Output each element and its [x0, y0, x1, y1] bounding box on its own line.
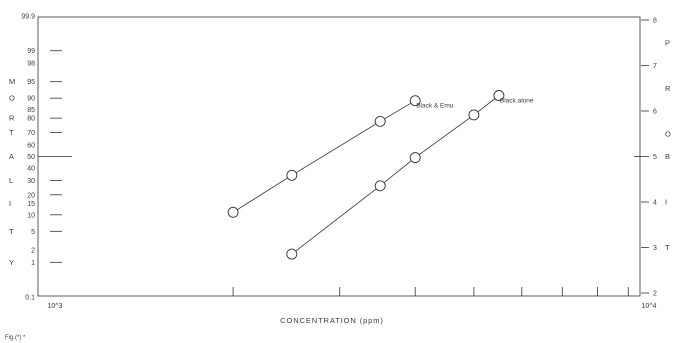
- x-axis: 10^3 10^4: [48, 287, 657, 310]
- y2-tick-label: 6: [653, 109, 657, 116]
- y-tick-label: 50: [27, 154, 35, 161]
- y-axis-label-letter: I: [9, 199, 11, 208]
- y-tick-label: 0.1: [25, 295, 35, 302]
- data-point: [286, 169, 298, 181]
- data-point: [374, 115, 386, 127]
- y2-axis-label-letter: B: [665, 152, 670, 161]
- y2-axis-label: P R O B I T: [665, 38, 671, 252]
- y-tick-label: 5: [31, 229, 35, 236]
- y-tick-label: 10: [27, 212, 35, 219]
- y2-axis-label-letter: O: [665, 129, 671, 138]
- y-tick-label: 40: [27, 166, 35, 173]
- figure-caption: Fig.(*) *: [5, 335, 26, 341]
- plot-frame: [37, 16, 641, 297]
- y-axis-label-letter: T: [9, 128, 14, 137]
- series: Black & Emu: [227, 95, 454, 218]
- y2-axis-label-letter: T: [665, 243, 670, 252]
- y-axis-label-letter: R: [9, 114, 15, 123]
- x-tick-label: 10^4: [642, 303, 657, 310]
- data-point: [409, 152, 421, 164]
- y-tick-label: 60: [27, 143, 35, 150]
- plot-series: Black & Emu Black alone: [227, 90, 534, 260]
- y-tick-label: 99.9: [21, 13, 35, 20]
- data-point: [409, 95, 421, 107]
- data-point: [286, 248, 298, 260]
- series-line: [291, 95, 500, 255]
- y2-tick-label: 5: [653, 154, 657, 161]
- y-tick-label: 15: [27, 201, 35, 208]
- series-label: Black alone: [500, 98, 534, 105]
- y2-tick-label: 3: [653, 245, 657, 252]
- y2-tick-label: 4: [653, 200, 657, 207]
- x-tick-label: 10^3: [48, 303, 63, 310]
- y2-tick-label: 8: [653, 18, 657, 25]
- y-tick-label: 98: [27, 61, 35, 68]
- y-tick-label: 20: [27, 192, 35, 199]
- y2-axis-label-letter: I: [665, 198, 667, 207]
- series: Black alone: [286, 90, 534, 260]
- y2-tick-label: 7: [653, 63, 657, 70]
- data-point: [468, 109, 480, 121]
- series-label: Black & Emu: [416, 103, 454, 110]
- y2-tick-label: 2: [653, 291, 657, 298]
- y-tick-label: 85: [27, 107, 35, 114]
- data-point: [227, 206, 239, 218]
- y-axis-label-letter: A: [9, 152, 14, 161]
- data-point: [493, 90, 505, 101]
- y-tick-label: 99: [27, 48, 35, 55]
- y2-axis-label-letter: P: [665, 38, 670, 47]
- y-tick-label: 80: [27, 116, 35, 123]
- y-tick-label: 95: [27, 79, 35, 86]
- y-tick-label: 90: [27, 96, 35, 103]
- y-tick-label: 70: [27, 130, 35, 137]
- y-axis-label-letter: L: [9, 176, 13, 185]
- y-axis-label-letter: O: [9, 94, 15, 103]
- y-axis-label-letter: M: [9, 77, 15, 86]
- y-axis-right: 8 7 6 5 4 3 2: [634, 18, 657, 298]
- y2-axis-label-letter: R: [665, 84, 671, 93]
- data-point: [374, 180, 386, 192]
- y-axis-label-letter: T: [9, 227, 14, 236]
- y-tick-label: 30: [27, 178, 35, 185]
- y-axis-label-letter: Y: [9, 258, 14, 267]
- y-tick-label: 2: [31, 247, 35, 254]
- y-axis-left: 99.9 99 98 95 90 85 80 70 60 50 40 30 20 15 10 5 2 1 0.1: [21, 13, 72, 302]
- x-axis-label: CONCENTRATION (ppm): [280, 316, 384, 325]
- y-tick-label: 1: [31, 260, 35, 267]
- series-line: [232, 100, 416, 213]
